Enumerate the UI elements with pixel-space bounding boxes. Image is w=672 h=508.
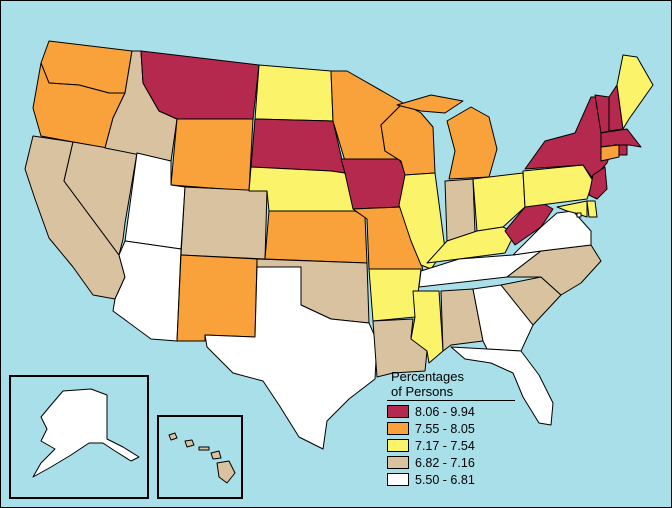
legend-title-line1: Percentages [391,369,464,384]
state-PA [522,164,594,208]
hawaii-inset [157,415,243,499]
state-IN [444,178,476,242]
state-KS [264,210,368,264]
state-OH [472,172,526,232]
legend-item: 5.50 - 6.81 [387,472,527,487]
legend-item: 7.17 - 7.54 [387,438,527,453]
state-CO [180,186,268,260]
state-MI [446,106,498,180]
state-IL [398,172,446,270]
state-ND [254,64,334,122]
state-NJ [588,166,608,200]
state-NM [176,254,258,342]
legend-label: 7.17 - 7.54 [415,438,475,453]
legend-item: 8.06 - 9.94 [387,404,527,419]
legend-item: 6.82 - 7.16 [387,455,527,470]
state-HI-big [216,460,236,484]
state-MS [410,290,444,364]
state-AZ [112,240,182,342]
state-DE [586,200,598,218]
legend-label: 8.06 - 9.94 [415,404,475,419]
state-LA [372,318,428,378]
state-MT [140,50,260,120]
state-RI [618,144,628,156]
legend-label: 5.50 - 6.81 [415,472,475,487]
state-ME [616,54,654,130]
state-WY [170,118,254,192]
legend-title-line2: of Persons [391,384,454,399]
legend-swatch [387,456,409,469]
legend-title: Percentages of Persons [387,369,527,399]
legend-swatch [387,405,409,418]
legend-swatch [387,473,409,486]
state-TX [204,266,378,450]
state-HI-kauai [168,432,178,441]
legend-rule [387,400,515,401]
state-AK [32,388,140,478]
state-FL [450,346,554,426]
state-HI-molokai [198,446,210,451]
state-HI-oahu [184,439,195,448]
state-HI-maui [210,450,222,460]
map-legend: Percentages of Persons 8.06 - 9.94 7.55 … [387,369,527,489]
state-DC [576,212,582,218]
state-VA [512,210,592,256]
state-CT [600,144,620,162]
legend-swatch [387,439,409,452]
state-SD [250,118,346,174]
state-MA [600,128,642,148]
state-MI-upper [396,94,464,114]
legend-swatch [387,422,409,435]
legend-label: 7.55 - 8.05 [415,421,475,436]
alaska-inset [9,375,149,499]
state-AL [440,288,484,352]
legend-label: 6.82 - 7.16 [415,455,475,470]
legend-item: 7.55 - 8.05 [387,421,527,436]
